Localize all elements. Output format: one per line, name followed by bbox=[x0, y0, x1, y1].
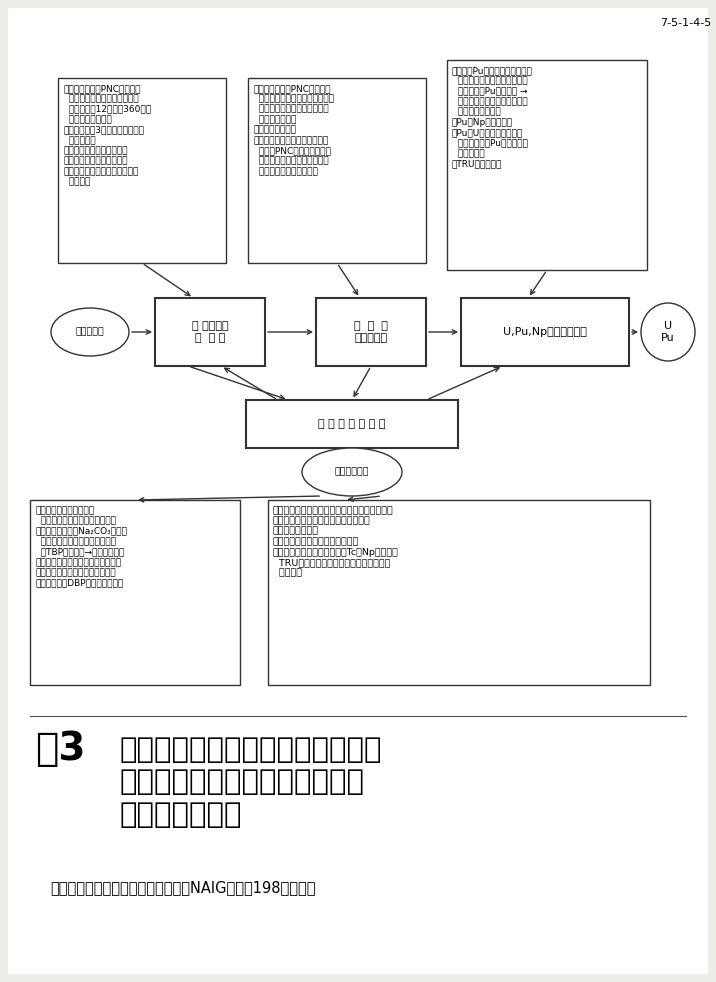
Bar bbox=[248, 78, 426, 263]
Text: ・薬剤（Puの原子価変換用）を
  使用しない「塩フリー」プロ
  セスによるPuの還元法 →
  「塩フリー」となると，廃棄
  物量は減小する。
・Pu・N: ・薬剤（Puの原子価変換用）を 使用しない「塩フリー」プロ セスによるPuの還元… bbox=[452, 66, 533, 169]
Bar bbox=[316, 298, 426, 366]
Text: U,Pu,Npの分離・精製: U,Pu,Npの分離・精製 bbox=[503, 327, 587, 337]
Ellipse shape bbox=[51, 308, 129, 356]
Bar bbox=[447, 60, 647, 270]
Text: 図3: 図3 bbox=[35, 730, 85, 768]
Bar bbox=[461, 298, 629, 366]
Text: 再処理プロセスの改良と、それを
廃棄物対策の観点より見通した
場合の開発課題: 再処理プロセスの改良と、それを 廃棄物対策の観点より見通した 場合の開発課題 bbox=[120, 736, 382, 829]
FancyBboxPatch shape bbox=[8, 8, 708, 974]
Text: （出典）下川純一：日本原子力事業NAIG特報、198年９月号: （出典）下川純一：日本原子力事業NAIG特報、198年９月号 bbox=[50, 880, 316, 895]
Bar bbox=[246, 400, 458, 448]
Ellipse shape bbox=[641, 303, 695, 361]
Text: ・連続溶解槽（PNC再処理工
  場はバッチ式溶解槽，日本原
  燃工場では12時間に360度回
  転する水車形式）
・不溶性残渤3（ハルなど）の捕
  集と: ・連続溶解槽（PNC再処理工 場はバッチ式溶解槽，日本原 燃工場では12時間に3… bbox=[63, 84, 151, 187]
Text: ・共除染装置（PNC再処理工
  場はミキサー・セトラー方式，
  日本原燃工場ではパルスカラ
  ム方式を採用）
・臨界設計の評価
・ノルマル・ドデカン希釈剤: ・共除染装置（PNC再処理工 場はミキサー・セトラー方式， 日本原燃工場ではパル… bbox=[253, 84, 334, 176]
Bar bbox=[268, 500, 650, 685]
Ellipse shape bbox=[302, 448, 402, 496]
Bar bbox=[58, 78, 226, 263]
Text: ・蔑留（常圧，減圧）法による濃縮技術の確立
・ガラス固化前のアルカリ廃液の減容
・分析廃液の処理
・蔑留廃液中の残留有機物の影響
・群分離法（改良）の開発－Tc: ・蔑留（常圧，減圧）法による濃縮技術の確立 ・ガラス固化前のアルカリ廃液の減容 … bbox=[273, 506, 399, 577]
Text: 燃 料（棒）
の  溶 解: 燃 料（棒） の 溶 解 bbox=[192, 321, 228, 343]
Text: 高レベル廃液: 高レベル廃液 bbox=[335, 467, 369, 476]
Text: ・水リサイクル法による
  トリチウムのリサイクル・回収
・「塩フリー」（Na₂CO₃のよう
  な塩を使用しない）による溶媒
  （TBP）の洗浄→廃液量の減: ・水リサイクル法による トリチウムのリサイクル・回収 ・「塩フリー」（Na₂CO… bbox=[35, 506, 127, 588]
Text: 7-5-1-4-5: 7-5-1-4-5 bbox=[660, 18, 711, 28]
Text: 蔑 留 と 溶 媒 洗 浄: 蔑 留 と 溶 媒 洗 浄 bbox=[319, 419, 386, 429]
Text: 使用済燃料: 使用済燃料 bbox=[76, 328, 105, 337]
Bar bbox=[30, 500, 240, 685]
Text: 共  抄  出
（共除染）: 共 抄 出 （共除染） bbox=[354, 321, 388, 343]
Text: U
Pu: U Pu bbox=[661, 321, 674, 343]
Bar bbox=[155, 298, 265, 366]
